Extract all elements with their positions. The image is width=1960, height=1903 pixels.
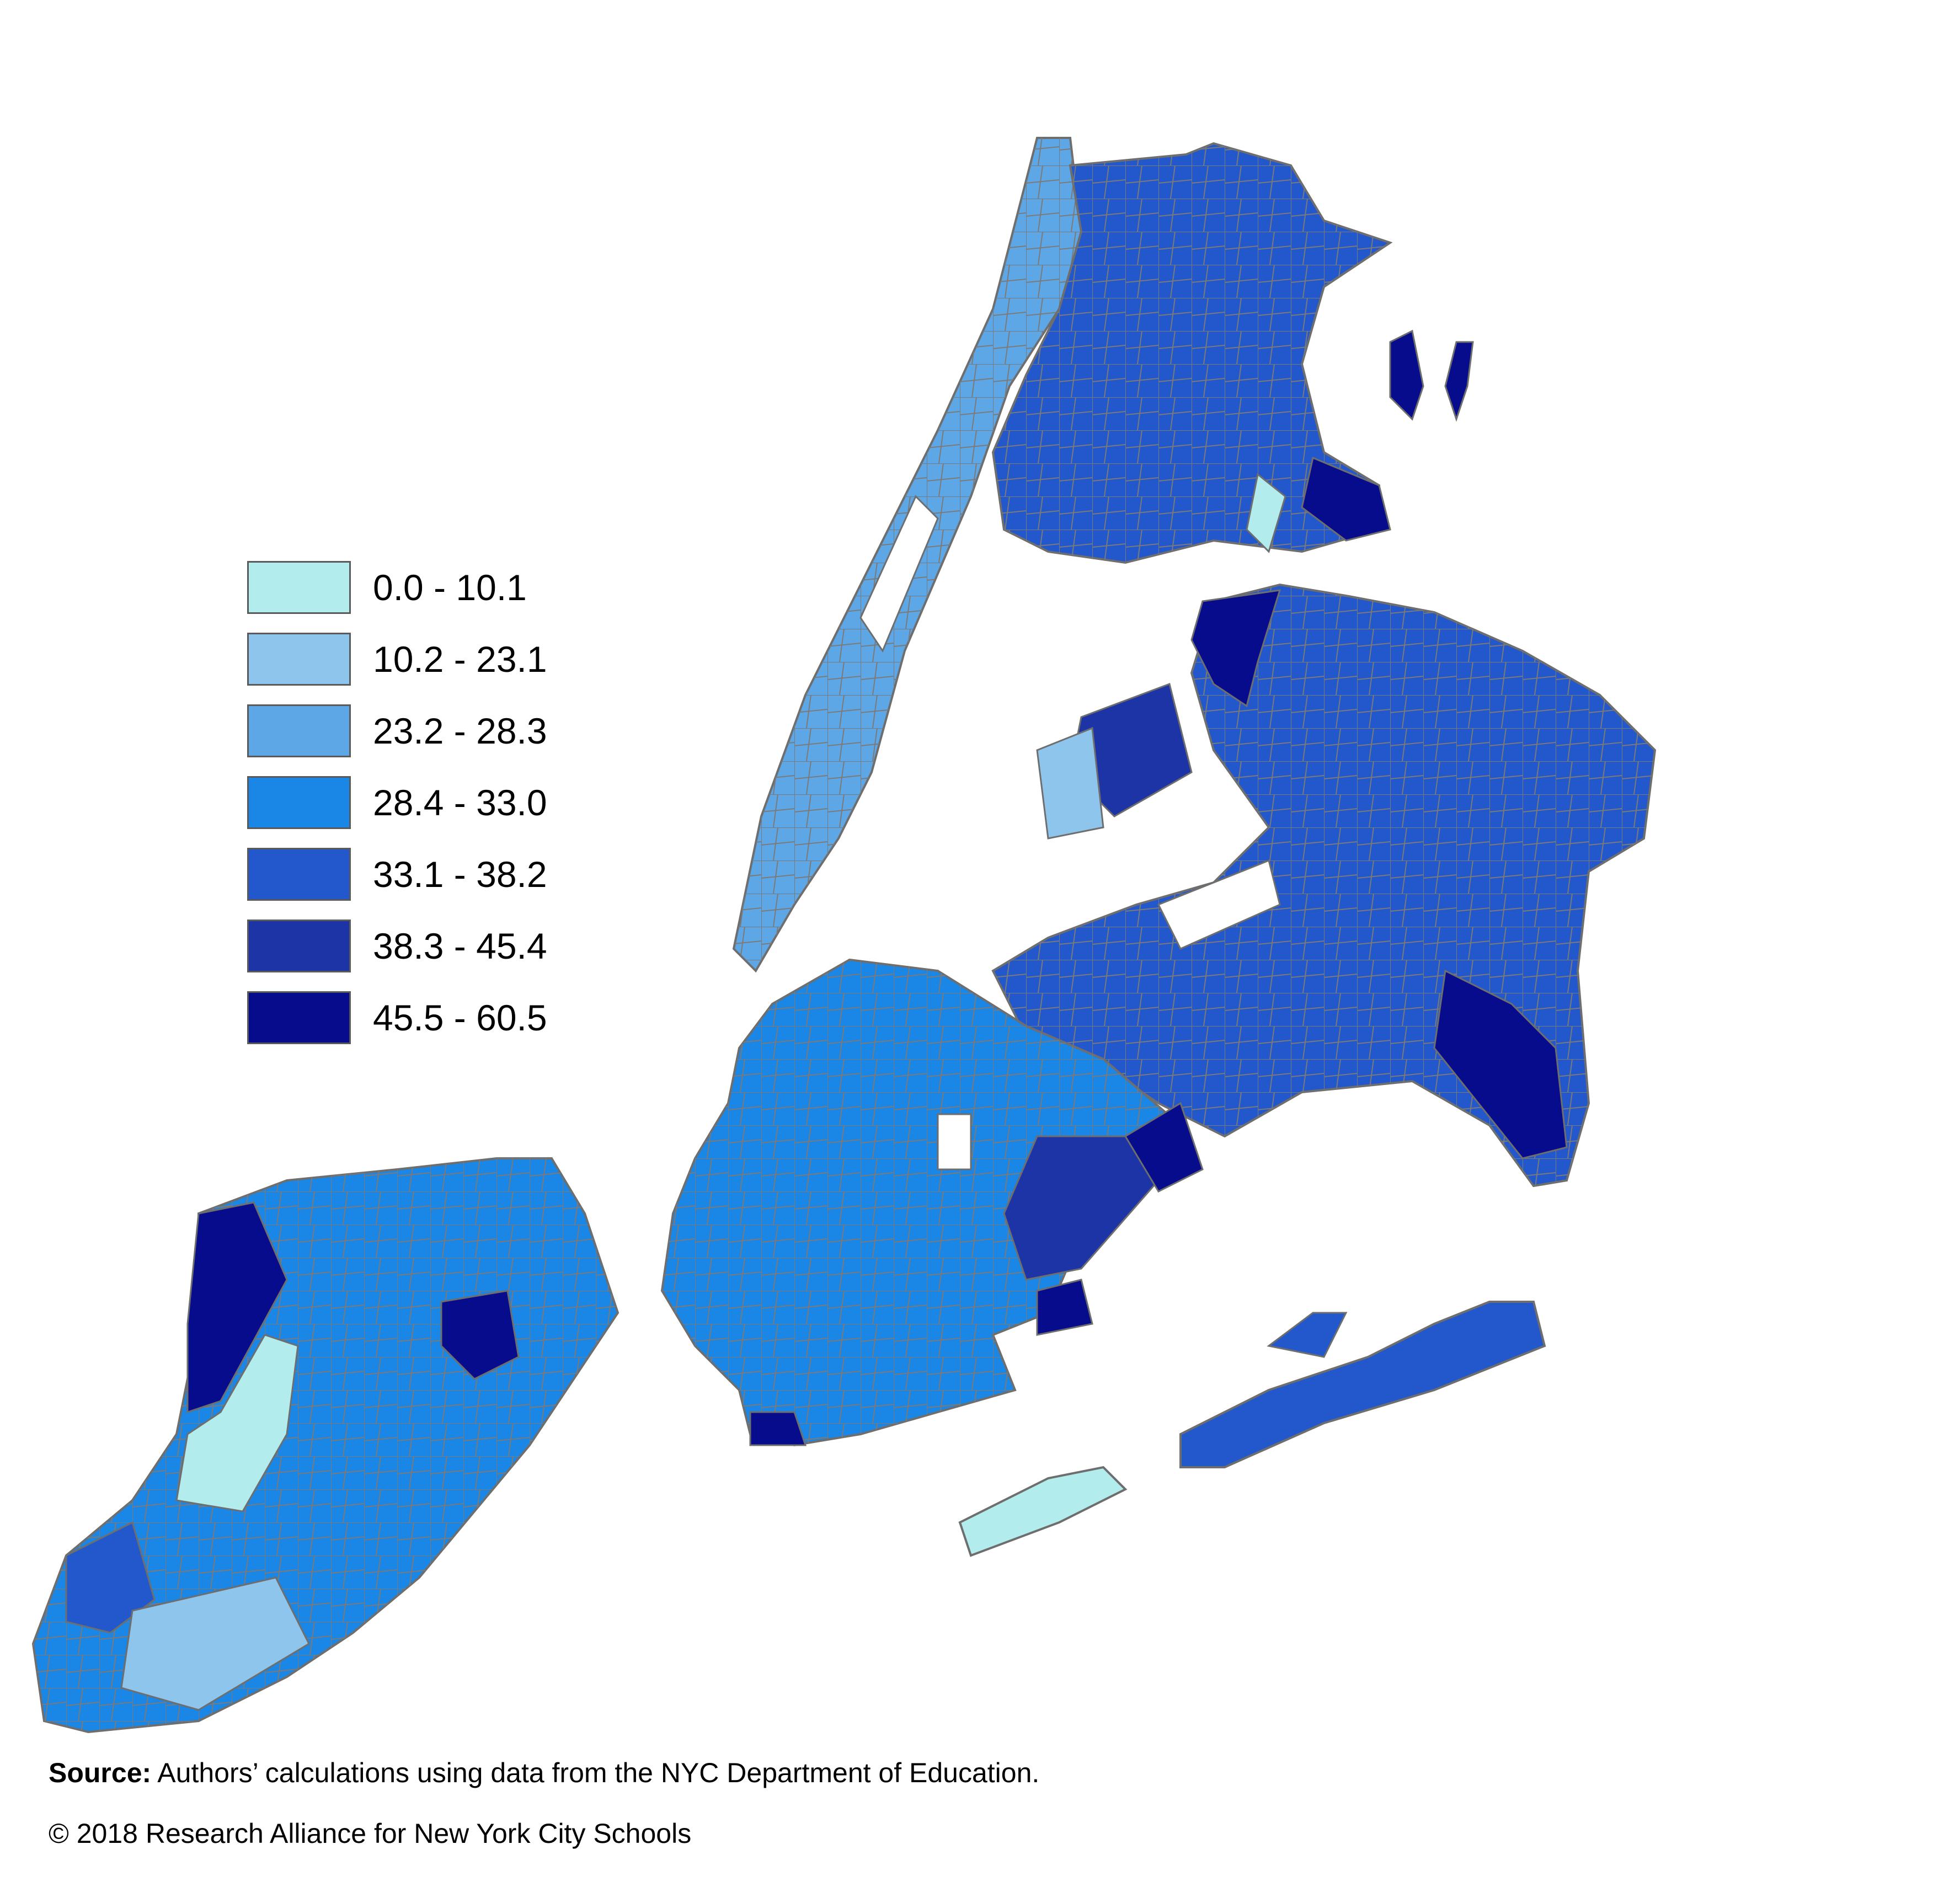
legend-swatch [247, 776, 351, 829]
legend-swatch [247, 848, 351, 901]
source-note: Source: Authors’ calculations using data… [49, 1757, 1039, 1789]
legend-label: 0.0 - 10.1 [373, 567, 527, 608]
legend-item: 23.2 - 28.3 [247, 695, 547, 767]
borough-staten-island [31, 1157, 619, 1734]
borough-bronx [991, 142, 1474, 564]
source-text: Authors’ calculations using data from th… [151, 1757, 1040, 1788]
legend-item: 38.3 - 45.4 [247, 910, 547, 982]
legend-label: 45.5 - 60.5 [373, 997, 547, 1038]
legend-item: 28.4 - 33.0 [247, 767, 547, 838]
legend-item: 33.1 - 38.2 [247, 838, 547, 910]
legend-label: 10.2 - 23.1 [373, 639, 547, 680]
legend-swatch [247, 633, 351, 686]
legend-item: 10.2 - 23.1 [247, 623, 547, 695]
legend-item: 45.5 - 60.5 [247, 982, 547, 1054]
legend-label: 33.1 - 38.2 [373, 854, 547, 895]
legend-swatch [247, 920, 351, 972]
legend-label: 38.3 - 45.4 [373, 926, 547, 966]
legend-label: 23.2 - 28.3 [373, 710, 547, 751]
legend-swatch [247, 704, 351, 757]
rockaway-peninsula [958, 1301, 1546, 1557]
copyright-note: © 2018 Research Alliance for New York Ci… [49, 1818, 692, 1849]
borough-brooklyn [660, 958, 1204, 1447]
legend-item: 0.0 - 10.1 [247, 552, 547, 623]
legend-label: 28.4 - 33.0 [373, 782, 547, 823]
borough-queens [991, 583, 1657, 1188]
source-label: Source: [49, 1757, 152, 1788]
borough-manhattan [732, 137, 1083, 973]
map-legend: 0.0 - 10.1 10.2 - 23.1 23.2 - 28.3 28.4 … [247, 552, 547, 1054]
legend-swatch [247, 561, 351, 614]
legend-swatch [247, 991, 351, 1044]
